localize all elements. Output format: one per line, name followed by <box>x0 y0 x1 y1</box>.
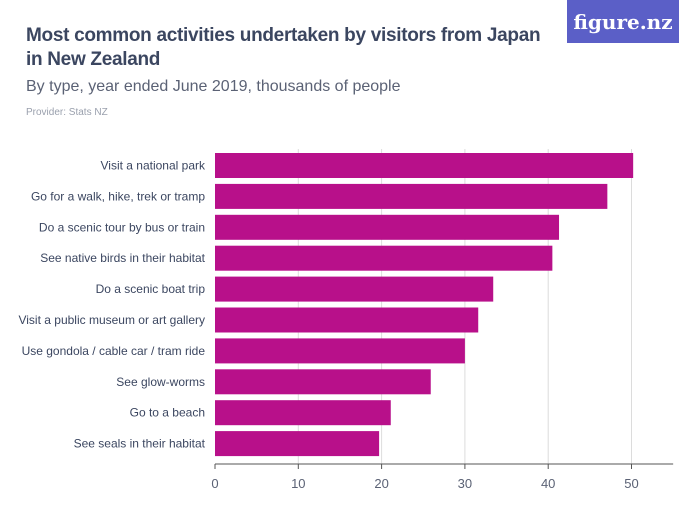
chart-subtitle: By type, year ended June 2019, thousands… <box>26 78 401 95</box>
category-label: Visit a national park <box>100 159 206 173</box>
bar <box>215 183 608 209</box>
x-tick-label: 40 <box>541 476 555 491</box>
category-label: Use gondola / cable car / tram ride <box>22 344 206 358</box>
bar <box>215 153 634 178</box>
chart-title: Most common activities undertaken by vis… <box>26 25 541 70</box>
category-label: Do a scenic tour by bus or train <box>39 220 205 234</box>
bar <box>215 369 431 395</box>
category-label: Go to a beach <box>130 406 205 420</box>
bar <box>215 400 391 426</box>
provider-text: Provider: Stats NZ <box>26 107 108 118</box>
category-label: Do a scenic boat trip <box>96 282 206 296</box>
x-tick-label: 0 <box>211 476 218 491</box>
category-label: See native birds in their habitat <box>40 251 205 265</box>
bar <box>215 245 553 271</box>
bar <box>215 338 465 364</box>
x-tick-label: 20 <box>374 476 388 491</box>
bar <box>215 431 380 457</box>
x-tick-label: 30 <box>458 476 472 491</box>
bar <box>215 276 494 302</box>
x-tick-label: 50 <box>624 476 638 491</box>
category-label: See glow-worms <box>116 375 205 389</box>
category-label: See seals in their habitat <box>74 437 206 451</box>
bar <box>215 307 479 333</box>
category-label: Visit a public museum or art gallery <box>18 313 205 327</box>
bar <box>215 214 560 240</box>
figure-nz-logo[interactable]: figure.nz <box>567 0 679 43</box>
x-tick-label: 10 <box>291 476 305 491</box>
category-label: Go for a walk, hike, trek or tramp <box>31 189 205 203</box>
